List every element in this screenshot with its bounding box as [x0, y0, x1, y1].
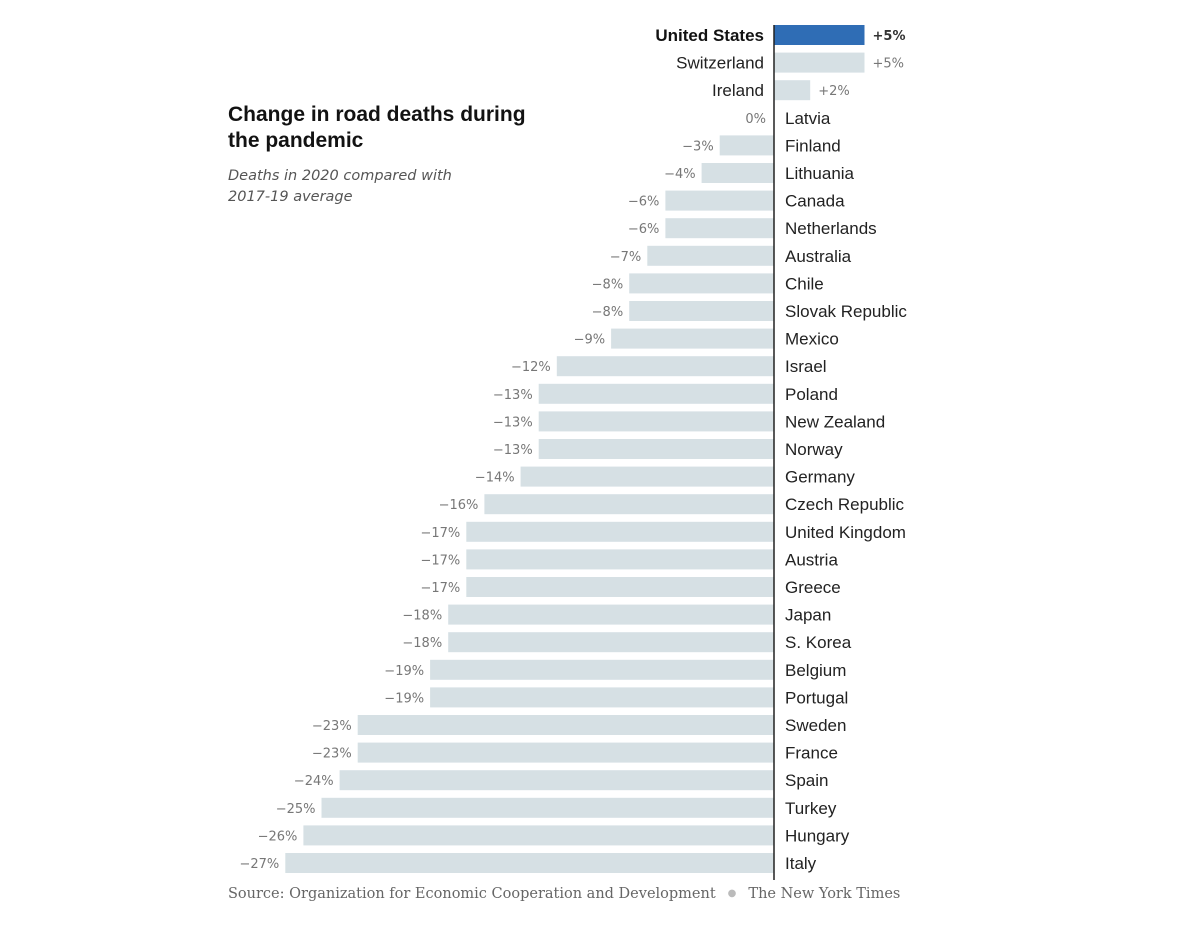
country-label: Hungary: [785, 826, 850, 845]
bar-canada: [665, 190, 774, 211]
country-label: Switzerland: [676, 54, 764, 73]
bar-netherlands: [665, 218, 774, 239]
country-label: Turkey: [785, 799, 837, 818]
value-label: −18%: [402, 636, 442, 651]
bar-greece: [466, 577, 774, 597]
value-label: +5%: [873, 57, 905, 72]
country-label: France: [785, 744, 838, 763]
bar-s-korea: [448, 632, 774, 653]
value-label: −8%: [592, 277, 624, 292]
value-label: +2%: [818, 84, 850, 99]
country-label: United Kingdom: [785, 523, 906, 542]
country-label: Poland: [785, 385, 838, 404]
bar-spain: [339, 770, 774, 791]
value-label: −26%: [258, 829, 298, 844]
value-label: −7%: [610, 250, 642, 265]
bar-belgium: [430, 659, 774, 680]
value-label: +5%: [873, 29, 906, 44]
country-label: Slovak Republic: [785, 302, 907, 321]
bar-czech-republic: [484, 494, 774, 515]
bar-japan: [448, 604, 774, 625]
value-label: −27%: [240, 857, 280, 872]
bar-chart: United States +5% Switzerland +5% Ireland +2%…: [240, 25, 907, 880]
value-label: −23%: [312, 747, 352, 762]
value-label: −19%: [384, 691, 424, 706]
bar-new-zealand: [538, 411, 774, 432]
value-label: −23%: [312, 719, 352, 734]
value-label: −17%: [421, 526, 461, 541]
value-label: −9%: [574, 333, 606, 348]
separator-dot-icon: ●: [727, 888, 737, 899]
chart-title: Change in road deaths during the pandemi…: [228, 103, 526, 152]
bar-israel: [556, 356, 774, 377]
bar-germany: [520, 466, 774, 487]
bar-austria: [466, 549, 774, 570]
bar-australia: [647, 245, 774, 266]
bar-switzerland: [774, 52, 865, 73]
country-label: Canada: [785, 192, 845, 211]
value-label: −25%: [276, 802, 316, 817]
bar-chile: [629, 273, 774, 294]
bar-norway: [538, 439, 774, 459]
bar-portugal: [430, 687, 774, 708]
value-label: −13%: [493, 443, 533, 458]
country-label: Belgium: [785, 661, 846, 680]
value-label: −14%: [475, 471, 515, 486]
value-label: −17%: [421, 553, 461, 568]
value-label: −8%: [592, 305, 624, 320]
value-label: −6%: [628, 222, 660, 237]
bar-lithuania: [701, 163, 774, 183]
bar-ireland: [774, 80, 811, 101]
chart-subtitle: Deaths in 2020 compared with 2017-19 ave…: [228, 168, 452, 205]
credit-text: The New York Times: [748, 886, 901, 902]
country-label: Italy: [785, 854, 817, 873]
country-label: Finland: [785, 136, 841, 155]
country-label: Chile: [785, 274, 824, 293]
bar-hungary: [303, 825, 774, 846]
bar-turkey: [321, 797, 774, 818]
bar-united-states: [774, 25, 865, 45]
country-label: Spain: [785, 771, 828, 790]
country-label: Ireland: [712, 81, 764, 100]
value-label: −3%: [682, 139, 714, 154]
country-label: Czech Republic: [785, 495, 905, 514]
value-label: −12%: [511, 360, 551, 375]
bar-poland: [538, 383, 774, 404]
country-label: Greece: [785, 578, 841, 597]
value-label: −16%: [439, 498, 479, 513]
value-label: −24%: [294, 774, 334, 789]
bar-finland: [719, 135, 774, 156]
country-label: Sweden: [785, 716, 846, 735]
value-label: −17%: [421, 581, 461, 596]
value-label: −13%: [493, 415, 533, 430]
country-label: Portugal: [785, 688, 848, 707]
country-label: Lithuania: [785, 164, 855, 183]
country-label: Israel: [785, 357, 827, 376]
value-label: 0%: [745, 112, 766, 127]
country-label: Australia: [785, 247, 852, 266]
bar-sweden: [357, 715, 774, 735]
value-label: −6%: [628, 195, 660, 210]
country-label: Austria: [785, 550, 838, 569]
country-label: S. Korea: [785, 633, 852, 652]
country-label: Norway: [785, 440, 843, 459]
country-label: New Zealand: [785, 412, 885, 431]
country-label: Mexico: [785, 330, 839, 349]
source-line: Source: Organization for Economic Cooper…: [228, 886, 900, 902]
value-label: −18%: [402, 609, 442, 624]
value-label: −19%: [384, 664, 424, 679]
bar-france: [357, 742, 774, 763]
country-label: United States: [655, 26, 764, 45]
country-label: Germany: [785, 468, 855, 487]
country-label: Netherlands: [785, 219, 877, 238]
bar-mexico: [611, 328, 774, 349]
country-label: Japan: [785, 606, 831, 625]
bar-united-kingdom: [466, 521, 774, 542]
country-label: Latvia: [785, 109, 831, 128]
bar-slovak-republic: [629, 301, 774, 321]
value-label: −4%: [664, 167, 696, 182]
source-text: Source: Organization for Economic Cooper…: [228, 886, 716, 902]
value-label: −13%: [493, 388, 533, 403]
bar-italy: [285, 853, 774, 873]
